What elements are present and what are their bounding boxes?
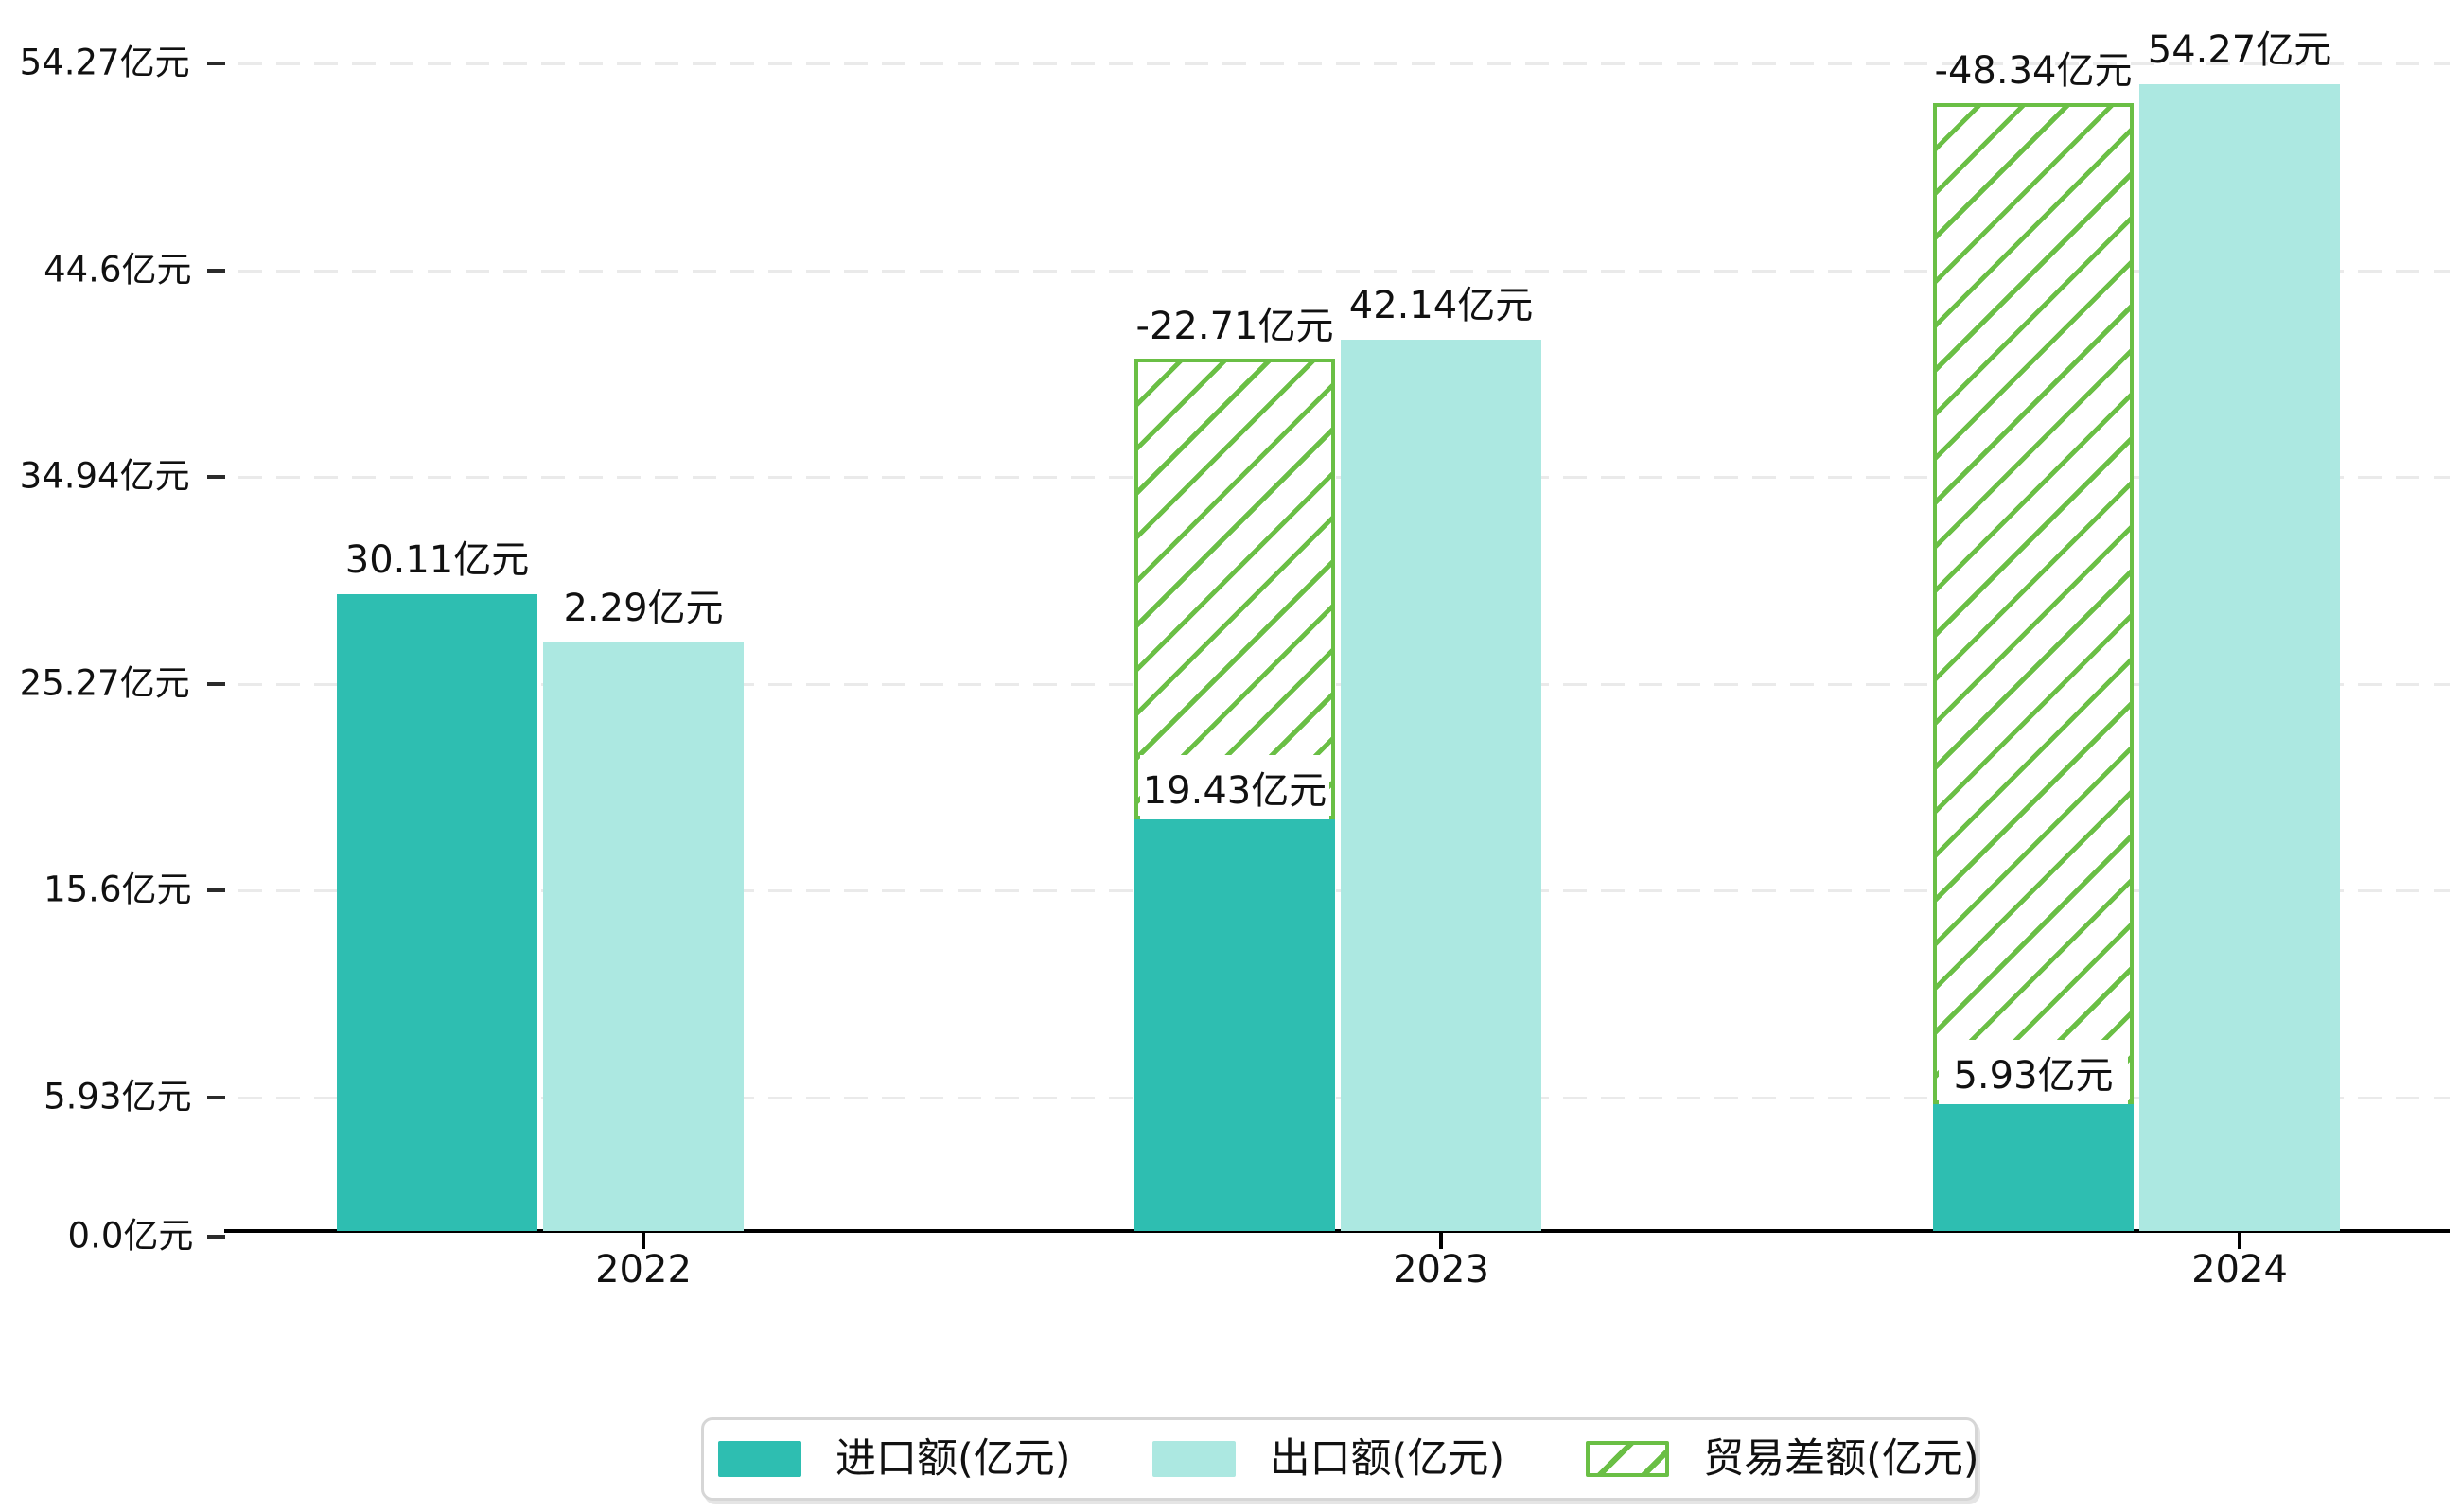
- import-swatch-icon: [718, 1441, 801, 1477]
- legend-item-balance: 贸易差额(亿元): [1586, 1434, 1979, 1483]
- export-swatch-icon: [1151, 1441, 1236, 1477]
- bar-label-import-2022: 30.11亿元: [344, 537, 530, 582]
- y-tick-mark: [207, 1095, 225, 1099]
- y-axis-tick-label: 25.27亿元: [19, 662, 190, 704]
- bar-label-export-2024: 54.27亿元: [2147, 27, 2332, 72]
- legend-item-import: 进口额(亿元): [718, 1434, 1071, 1483]
- y-tick-mark: [207, 1235, 225, 1239]
- y-axis-tick-label: 15.6亿元: [44, 870, 192, 911]
- y-axis-tick-label: 0.0亿元: [67, 1215, 194, 1257]
- bar-label-import-2023: 19.43亿元: [1140, 754, 1329, 819]
- y-axis-tick-label: 44.6亿元: [44, 249, 192, 290]
- bar-balance-2023: [1134, 359, 1335, 819]
- x-axis-tick-label: 2023: [1393, 1248, 1489, 1292]
- bar-label-balance-2023: -22.71亿元: [1135, 305, 1334, 349]
- x-axis-tick-label: 2024: [2191, 1248, 2288, 1292]
- bar-import-2022: [337, 593, 537, 1231]
- y-tick-mark: [207, 62, 225, 66]
- legend-label-export: 出口额(亿元): [1269, 1434, 1505, 1483]
- bar-export-2023: [1341, 340, 1541, 1231]
- gridline: [238, 62, 2450, 66]
- y-tick-mark: [207, 475, 225, 480]
- y-tick-mark: [207, 269, 225, 273]
- bar-label-import-2024: 5.93亿元: [1939, 1039, 2128, 1104]
- x-tick-mark: [642, 1233, 645, 1249]
- legend-label-balance: 贸易差额(亿元): [1703, 1434, 1979, 1483]
- y-axis-tick-label: 5.93亿元: [44, 1076, 192, 1117]
- bar-import-2023: [1134, 818, 1335, 1231]
- x-tick-mark: [2238, 1233, 2241, 1249]
- x-axis-tick-label: 2022: [595, 1248, 692, 1292]
- bar-label-export-2023: 42.14亿元: [1348, 284, 1534, 328]
- x-tick-mark: [1439, 1233, 1443, 1249]
- bar-label-balance-2024: -48.34亿元: [1934, 48, 2133, 93]
- bar-import-2024: [1933, 1103, 2134, 1231]
- bar-export-2024: [2139, 83, 2340, 1231]
- y-tick-mark: [207, 888, 225, 893]
- legend-item-export: 出口额(亿元): [1151, 1434, 1505, 1483]
- gridline: [238, 270, 2450, 273]
- x-axis-line: [224, 1229, 2450, 1233]
- bar-balance-2024: [1933, 102, 2134, 1104]
- balance-hatch-swatch-icon: [1586, 1441, 1670, 1477]
- legend-label-import: 进口额(亿元): [835, 1434, 1071, 1483]
- legend: 进口额(亿元) 出口额(亿元) 贸易差额(亿元): [701, 1417, 1979, 1501]
- y-tick-mark: [207, 681, 225, 686]
- bar-label-export-2022: 2.29亿元: [563, 586, 724, 630]
- y-axis-tick-label: 34.94亿元: [19, 456, 190, 497]
- y-axis-tick-label: 54.27亿元: [19, 43, 190, 84]
- bar-export-2022: [543, 642, 744, 1231]
